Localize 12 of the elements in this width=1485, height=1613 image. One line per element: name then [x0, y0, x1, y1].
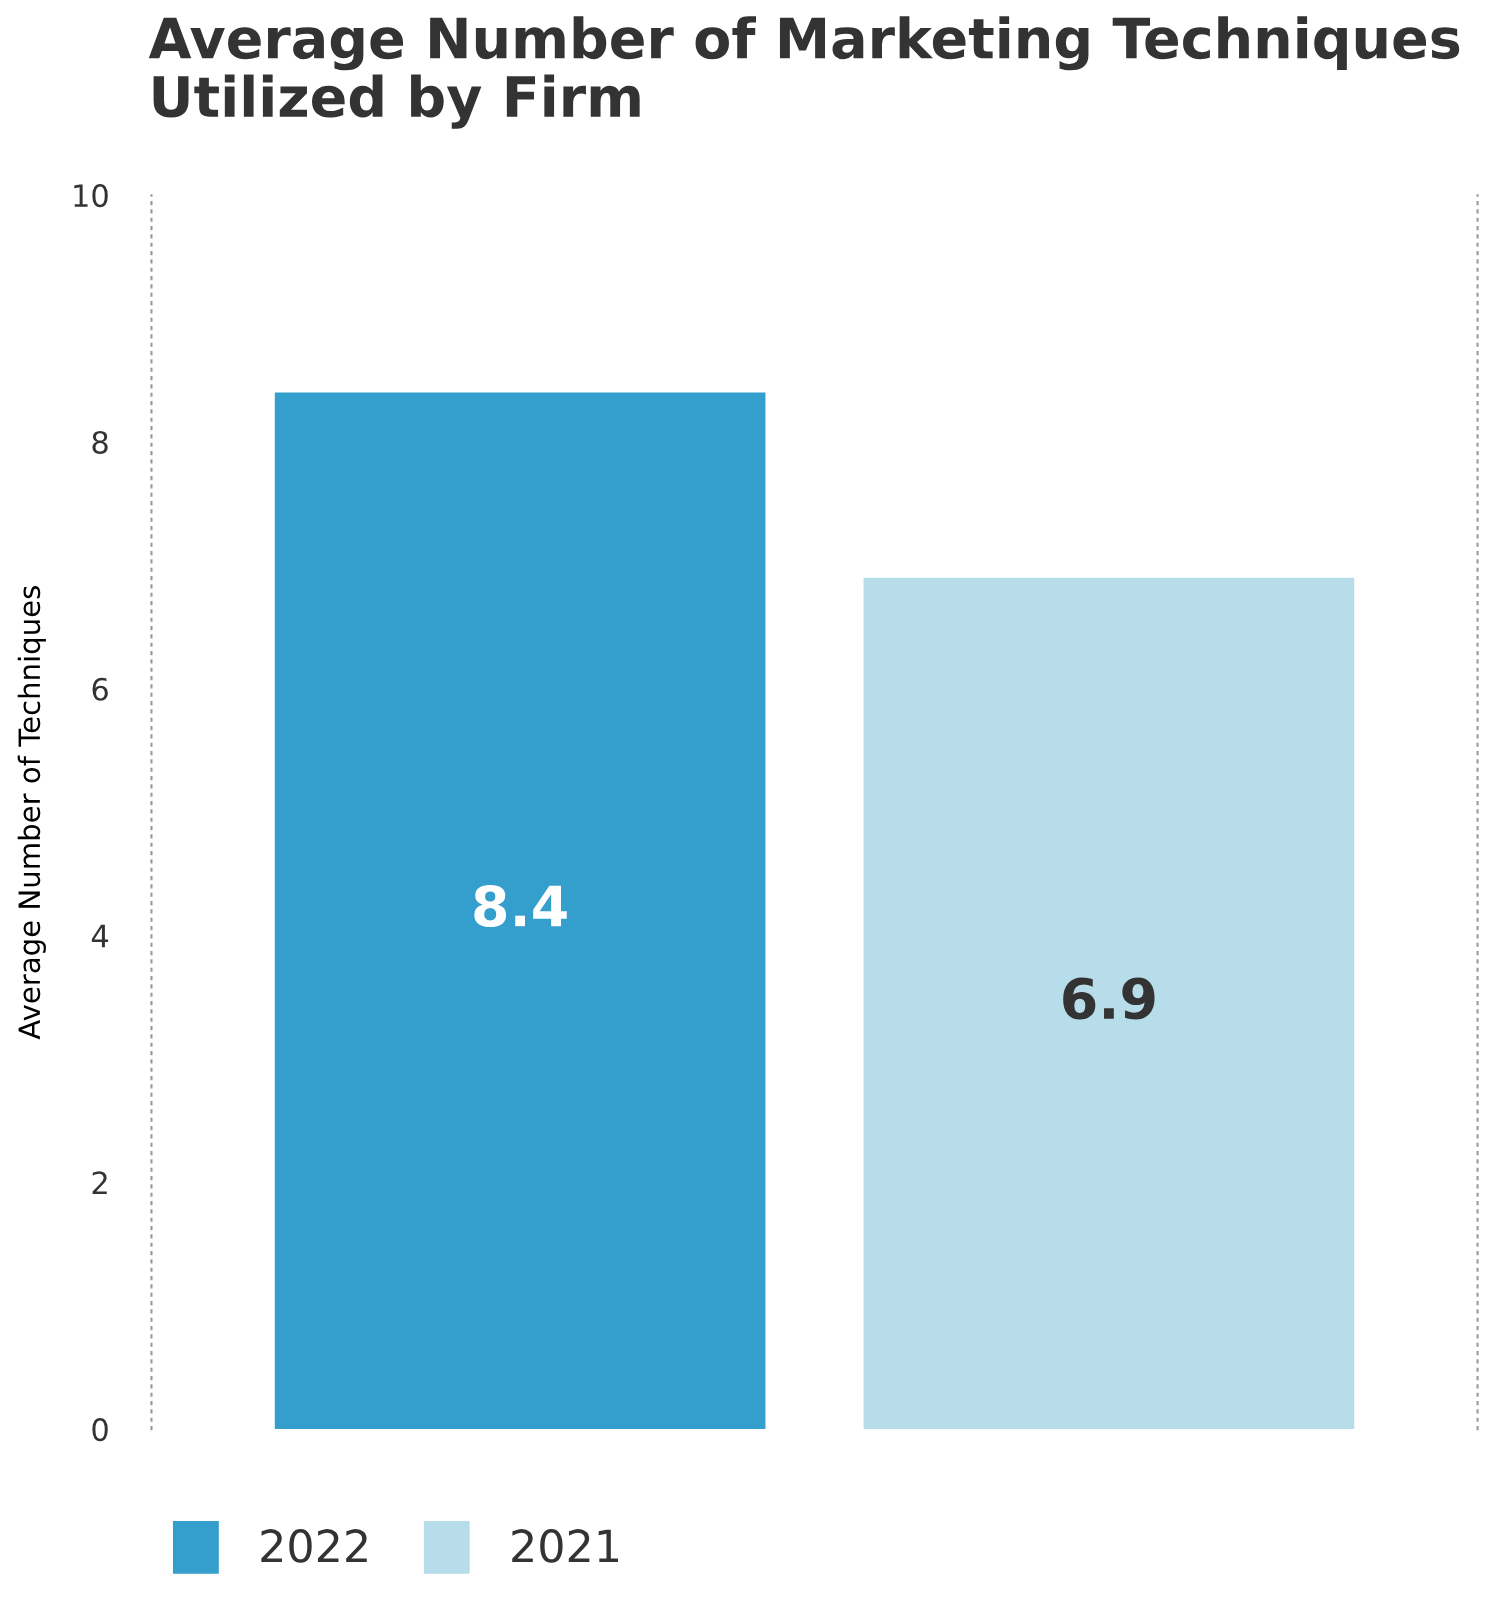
y-tick-label: 6 [92, 677, 108, 701]
y-tick-label: 4 [91, 924, 109, 948]
data-label: 8.4 [474, 884, 567, 927]
y-axis-title: Average Number of Techniques [17, 586, 46, 1040]
y-tick-label: 10 [74, 184, 108, 208]
y-tick-label: 2 [92, 1171, 107, 1194]
y-tick-label: 8 [92, 430, 108, 455]
legend-label: 2022 [261, 1529, 367, 1563]
data-label: 6.9 [1063, 977, 1155, 1020]
y-tick-label: 0 [92, 1418, 108, 1442]
legend-label: 2021 [512, 1529, 618, 1563]
chart-title: Average Number of Marketing Techniques Utilized by Firm [148, 16, 1460, 129]
